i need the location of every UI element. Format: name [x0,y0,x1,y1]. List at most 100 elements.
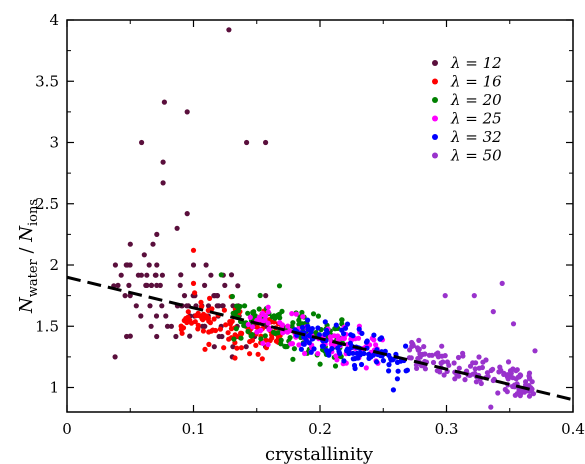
svg-text:Nwater / Nions: Nwater / Nions [16,199,41,314]
data-point [456,373,462,379]
data-point [299,324,306,331]
data-point [144,272,150,278]
data-point [141,252,147,258]
data-point [363,365,369,371]
x-tick-label: 0.3 [435,420,459,438]
data-point [258,336,264,342]
data-point [421,344,427,350]
data-point [247,339,253,345]
data-point [179,330,185,336]
data-point [174,225,180,231]
data-point [386,362,392,368]
data-point [183,315,189,322]
data-point [327,334,333,340]
data-point [199,316,205,322]
data-point [526,393,533,399]
data-point [245,310,251,316]
data-point [499,280,505,286]
data-point [300,341,306,347]
legend-label: λ = 16 [450,73,502,91]
data-point [336,349,342,355]
data-point [163,313,169,319]
data-point [161,99,167,105]
data-point [404,367,410,373]
x-tick-label: 0 [62,420,72,438]
data-point [316,332,322,338]
data-point [380,358,386,364]
data-point [467,363,474,369]
data-point [180,325,187,331]
data-point [195,322,201,328]
data-point [490,377,496,384]
data-point [265,309,271,315]
data-point [238,335,244,341]
data-point [455,354,462,361]
x-tick-label: 0.1 [182,420,206,438]
data-point [112,354,118,360]
data-point [238,331,244,337]
data-point [257,292,263,299]
data-point [205,307,211,313]
data-point [243,344,249,350]
data-point [413,362,419,368]
data-point [159,272,165,278]
data-point [339,317,345,323]
data-point [159,303,165,309]
data-point [184,319,190,326]
data-point [415,355,421,362]
data-point [217,326,223,332]
data-point [214,303,220,309]
legend-marker [432,115,438,122]
data-point [302,350,308,357]
data-point [323,327,330,333]
data-point [231,336,237,342]
data-point [386,368,392,374]
data-point [510,375,516,381]
y-axis-title-base1: N [16,296,37,314]
data-point [359,330,365,336]
data-point [262,333,268,339]
data-point [207,295,213,301]
data-point [470,371,476,377]
legend-marker [432,152,438,159]
data-point [118,272,124,278]
data-point [148,282,154,288]
data-point [356,326,362,332]
data-point [326,352,332,358]
data-point [322,319,328,325]
data-point [234,303,240,309]
data-point [150,241,156,247]
data-point [206,341,212,347]
data-point [273,338,279,344]
data-point [262,317,268,323]
data-point [248,333,254,339]
data-point [190,262,197,268]
data-point [442,293,448,299]
data-point [177,282,183,288]
data-point [324,347,330,354]
data-point [488,367,494,374]
data-point [516,374,523,380]
data-point [438,360,444,366]
data-point [154,231,160,237]
data-point [154,333,160,340]
data-point [299,309,305,316]
data-point [350,356,356,362]
data-point [221,307,227,313]
data-point [210,327,216,333]
data-point [374,359,380,365]
data-point [238,345,244,351]
data-point [232,332,238,338]
data-point [527,375,533,381]
data-point [358,361,365,368]
data-point [148,323,154,329]
data-point [497,364,503,370]
y-tick-label: 2.5 [35,195,59,213]
data-point [269,314,275,320]
data-point [501,371,507,377]
data-point [200,328,206,334]
data-point [394,376,400,382]
data-point [124,262,130,268]
data-point [350,350,356,356]
data-point [315,313,321,319]
